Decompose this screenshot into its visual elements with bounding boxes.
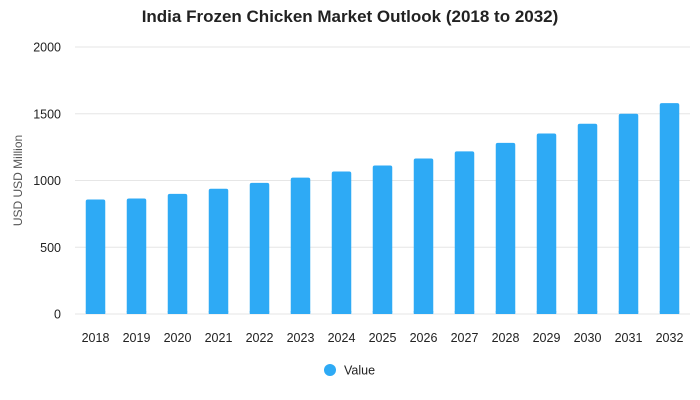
bar-base-2021 (208, 311, 229, 314)
x-tick-label: 2032 (656, 331, 684, 345)
y-tick-label: 500 (40, 241, 61, 255)
x-tick-label: 2023 (287, 331, 315, 345)
x-tick-label: 2030 (574, 331, 602, 345)
x-tick-label: 2022 (246, 331, 274, 345)
bar-base-2023 (290, 311, 311, 314)
bar-2019[interactable] (126, 198, 147, 314)
bar-2026[interactable] (413, 158, 434, 314)
bar-2032[interactable] (659, 103, 680, 314)
bar-base-2022 (249, 311, 270, 314)
x-axis: 2018 2019 2020 2021 2022 2023 2024 2025 2026 2027… (82, 331, 684, 345)
bar-2029[interactable] (536, 133, 557, 314)
x-tick-label: 2021 (205, 331, 233, 345)
bar-base-2029 (536, 311, 557, 314)
bar-base-2020 (167, 311, 188, 314)
bar-base-2032 (659, 311, 680, 314)
legend-label[interactable]: Value (344, 364, 375, 378)
bar-base-2027 (454, 311, 475, 314)
y-tick-label: 0 (54, 308, 61, 322)
legend-swatch[interactable] (324, 364, 336, 376)
bar-base-2019 (126, 311, 147, 314)
bar-2031[interactable] (618, 113, 639, 314)
y-tick-label: 1500 (33, 107, 61, 121)
bar-2028[interactable] (495, 142, 516, 314)
legend[interactable]: Value (324, 364, 375, 378)
bar-base-2018 (85, 311, 106, 314)
bar-2024[interactable] (331, 171, 352, 314)
bar-base-2028 (495, 311, 516, 314)
bar-2030[interactable] (577, 123, 598, 314)
bar-2027[interactable] (454, 151, 475, 314)
y-axis-title: USD USD Million (11, 135, 25, 226)
bar-2020[interactable] (167, 193, 188, 314)
bar-base-2025 (372, 311, 393, 314)
bar-base-2030 (577, 311, 598, 314)
x-tick-label: 2024 (328, 331, 356, 345)
bar-2023[interactable] (290, 177, 311, 314)
bar-base-2024 (331, 311, 352, 314)
x-tick-label: 2018 (82, 331, 110, 345)
y-tick-label: 2000 (33, 41, 61, 55)
y-tick-label: 1000 (33, 174, 61, 188)
x-tick-label: 2028 (492, 331, 520, 345)
x-tick-label: 2019 (123, 331, 151, 345)
x-tick-label: 2031 (615, 331, 643, 345)
x-tick-label: 2029 (533, 331, 561, 345)
bar-2025[interactable] (372, 165, 393, 314)
x-tick-label: 2027 (451, 331, 479, 345)
bar-2022[interactable] (249, 182, 270, 314)
bar-2018[interactable] (85, 199, 106, 314)
y-axis: 0 500 1000 1500 2000 (33, 41, 61, 322)
bar-2021[interactable] (208, 188, 229, 314)
x-tick-label: 2026 (410, 331, 438, 345)
chart-title: India Frozen Chicken Market Outlook (201… (141, 7, 559, 26)
bar-base-2026 (413, 311, 434, 314)
bars (85, 103, 680, 314)
bar-base-2031 (618, 311, 639, 314)
x-tick-label: 2025 (369, 331, 397, 345)
x-tick-label: 2020 (164, 331, 192, 345)
